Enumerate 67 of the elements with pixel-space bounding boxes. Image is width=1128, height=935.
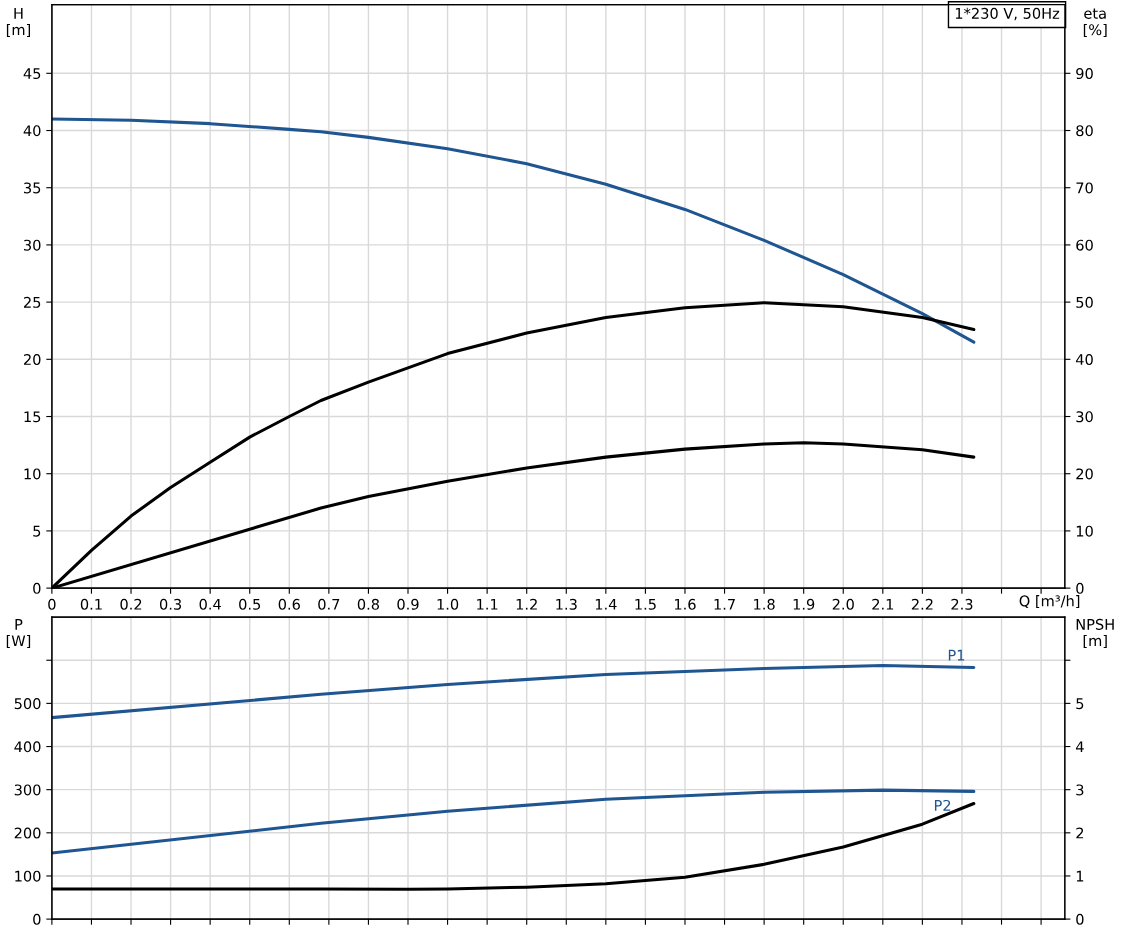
x-tick-label: 0.8 bbox=[357, 598, 380, 610]
y2-tick-label: 1 bbox=[1076, 870, 1084, 882]
x-tick-label: 0.1 bbox=[80, 598, 102, 610]
x-tick-label: 2.1 bbox=[872, 598, 894, 610]
y2-tick-label: 30 bbox=[1076, 411, 1093, 423]
x-tick-label: 0.7 bbox=[318, 598, 340, 610]
line-series bbox=[51, 117, 976, 344]
y2-tick-label: 60 bbox=[1076, 239, 1093, 251]
x-tick-label: 1.5 bbox=[635, 598, 656, 610]
y2-tick-label: 0 bbox=[1076, 913, 1084, 925]
x-tick-label: 0.6 bbox=[278, 598, 300, 610]
x-tick-label: 1.2 bbox=[516, 598, 537, 610]
y-tick-label: 30 bbox=[24, 239, 41, 251]
series-label: P2 bbox=[934, 799, 951, 811]
y-tick-label: 45 bbox=[23, 68, 41, 80]
y-tick-label: 0 bbox=[33, 913, 41, 925]
y-axis-title: H [m] bbox=[6, 8, 30, 37]
y2-tick-label: 3 bbox=[1076, 784, 1084, 796]
y2-tick-label: 0 bbox=[1076, 582, 1084, 594]
y-tick-label: 0 bbox=[33, 582, 41, 594]
y2-tick-label: 50 bbox=[1076, 296, 1093, 308]
y2-tick-label: 40 bbox=[1075, 354, 1093, 366]
y-tick-label: 200 bbox=[14, 827, 41, 839]
x-tick-label: 0.2 bbox=[120, 598, 142, 610]
y2-axis-title: eta [%] bbox=[1083, 8, 1107, 37]
x-tick-label: 0 bbox=[48, 598, 56, 610]
x-tick-label: 0.4 bbox=[199, 598, 221, 610]
y-tick-label: 20 bbox=[23, 354, 41, 366]
y-tick-label: 400 bbox=[14, 741, 41, 753]
y-tick-label: 500 bbox=[14, 698, 41, 710]
y2-tick-label: 4 bbox=[1075, 741, 1084, 753]
y2-tick-label: 80 bbox=[1076, 125, 1093, 137]
y-tick-label: 25 bbox=[23, 296, 41, 308]
x-tick-label: 1.7 bbox=[714, 598, 735, 610]
y-tick-label: 300 bbox=[14, 784, 41, 796]
y2-tick-label: 70 bbox=[1076, 182, 1093, 194]
y2-tick-label: 20 bbox=[1076, 468, 1093, 480]
y-tick-label: 40 bbox=[23, 125, 41, 137]
x-tick-label: 1.9 bbox=[793, 598, 815, 610]
x-tick-label: 2.3 bbox=[951, 598, 973, 610]
x-tick-label: 1.6 bbox=[674, 598, 696, 610]
annotation: 1*230 V, 50Hz bbox=[955, 7, 1060, 21]
x-tick-label: 1.1 bbox=[477, 598, 498, 610]
line-series bbox=[51, 788, 976, 855]
x-axis-title: Q [m³/h] bbox=[1019, 595, 1080, 609]
y-tick-label: 10 bbox=[24, 468, 41, 480]
x-tick-label: 0.9 bbox=[397, 598, 419, 610]
y2-axis-title: NPSH [m] bbox=[1076, 618, 1114, 648]
y2-tick-label: 5 bbox=[1076, 698, 1084, 710]
x-tick-label: 1.4 bbox=[595, 598, 617, 610]
y2-tick-label: 90 bbox=[1076, 68, 1093, 80]
y-tick-label: 100 bbox=[15, 870, 41, 882]
y2-tick-label: 2 bbox=[1076, 827, 1084, 839]
series-label: P1 bbox=[948, 649, 965, 661]
x-tick-label: 0.5 bbox=[239, 598, 261, 610]
x-tick-label: 1.3 bbox=[556, 598, 577, 610]
x-tick-label: 1.8 bbox=[754, 598, 775, 610]
x-tick-label: 0.3 bbox=[159, 598, 182, 610]
y-axis-title: P [W] bbox=[6, 619, 31, 648]
y-tick-label: 5 bbox=[33, 525, 41, 537]
x-tick-label: 2.0 bbox=[832, 598, 854, 610]
y-tick-label: 15 bbox=[24, 411, 41, 423]
x-tick-label: 2.2 bbox=[911, 598, 933, 610]
line-series bbox=[51, 663, 976, 720]
x-tick-label: 1.0 bbox=[437, 598, 459, 610]
y-tick-label: 35 bbox=[24, 182, 41, 194]
y2-tick-label: 10 bbox=[1076, 525, 1093, 537]
